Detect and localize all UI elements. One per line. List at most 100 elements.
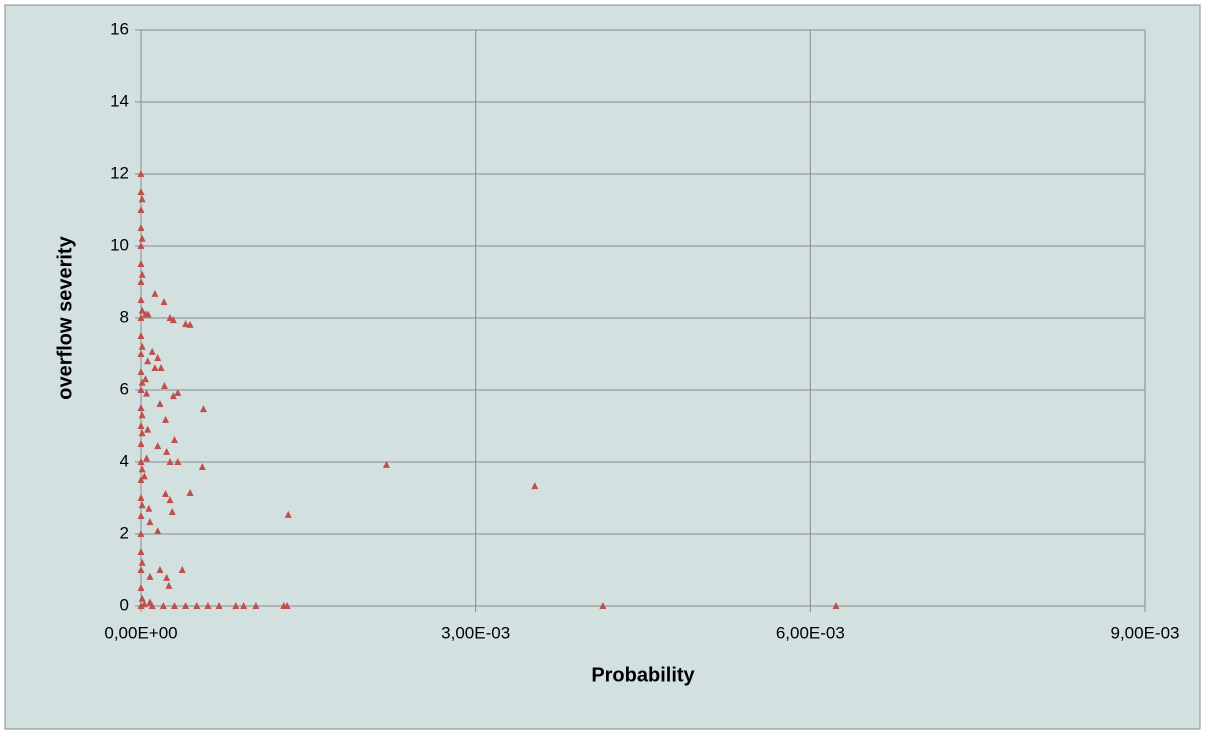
point: [144, 357, 152, 365]
point: [151, 289, 159, 297]
point: [138, 465, 146, 473]
point: [174, 388, 182, 396]
point: [138, 594, 146, 602]
point: [138, 501, 146, 509]
x-tick-label: 0,00E+00: [104, 623, 177, 642]
point: [137, 404, 145, 411]
y-tick-label: 10: [110, 235, 129, 254]
y-tick-label: 16: [110, 19, 129, 38]
point: [240, 602, 248, 609]
y-tick-label: 0: [120, 595, 129, 614]
point: [144, 425, 152, 433]
point: [170, 602, 178, 609]
point: [162, 415, 170, 423]
point: [154, 442, 162, 450]
y-tick-label: 4: [120, 451, 129, 470]
point: [531, 482, 539, 490]
point: [148, 347, 156, 355]
point: [284, 510, 292, 518]
point: [156, 566, 164, 573]
point: [174, 458, 182, 465]
point: [137, 368, 145, 375]
point: [137, 206, 145, 213]
point: [137, 548, 145, 555]
point: [137, 458, 145, 465]
point: [137, 350, 145, 357]
point: [137, 224, 145, 231]
y-axis-title: overflow severity: [54, 235, 76, 399]
point: [145, 504, 153, 512]
point: [169, 392, 177, 400]
point: [599, 602, 607, 609]
point: [138, 234, 146, 242]
point: [144, 310, 152, 318]
point: [137, 422, 145, 429]
point: [138, 558, 146, 566]
point: [138, 411, 146, 419]
point: [169, 316, 177, 324]
point: [283, 602, 291, 609]
point: [141, 375, 149, 383]
point: [137, 566, 145, 573]
point: [146, 518, 154, 526]
point: [138, 429, 146, 437]
point: [143, 389, 151, 397]
point: [137, 440, 145, 447]
point: [148, 602, 156, 609]
point: [162, 490, 170, 498]
point: [154, 353, 162, 361]
point: [137, 188, 145, 195]
point: [168, 508, 176, 516]
point: [137, 602, 145, 609]
point: [138, 270, 146, 278]
point: [186, 488, 194, 496]
point: [137, 296, 145, 303]
point: [137, 512, 145, 519]
point: [165, 581, 173, 589]
point: [151, 364, 159, 372]
point: [137, 530, 145, 537]
point: [186, 320, 194, 328]
point: [138, 195, 146, 203]
point: [146, 572, 154, 580]
point: [137, 332, 145, 339]
point: [137, 584, 145, 591]
point: [160, 382, 168, 390]
point: [137, 260, 145, 267]
point: [137, 170, 145, 177]
point: [182, 602, 190, 609]
point: [140, 472, 148, 480]
point: [157, 364, 165, 372]
x-axis-title: Probability: [591, 664, 695, 686]
point: [199, 405, 207, 413]
point: [166, 458, 174, 465]
chart-background: [4, 4, 1201, 730]
x-tick-label: 9,00E-03: [1111, 623, 1180, 642]
point: [156, 400, 164, 408]
point: [215, 602, 223, 609]
point: [137, 314, 145, 321]
point: [137, 386, 145, 393]
y-tick-label: 14: [110, 91, 129, 110]
y-tick-label: 6: [120, 379, 129, 398]
x-tick-label: 3,00E-03: [441, 623, 510, 642]
point: [138, 306, 146, 314]
point: [137, 242, 145, 249]
point: [163, 447, 171, 455]
point: [138, 378, 146, 386]
point: [252, 602, 260, 609]
point: [204, 602, 212, 609]
point: [193, 602, 201, 609]
y-tick-label: 8: [120, 307, 129, 326]
point: [832, 602, 840, 609]
point: [140, 600, 148, 608]
point: [166, 496, 174, 504]
y-tick-label: 12: [110, 163, 129, 182]
point: [137, 494, 145, 501]
point: [170, 436, 178, 444]
point: [160, 298, 168, 306]
point: [137, 476, 145, 483]
point: [198, 463, 206, 471]
point: [143, 454, 151, 462]
